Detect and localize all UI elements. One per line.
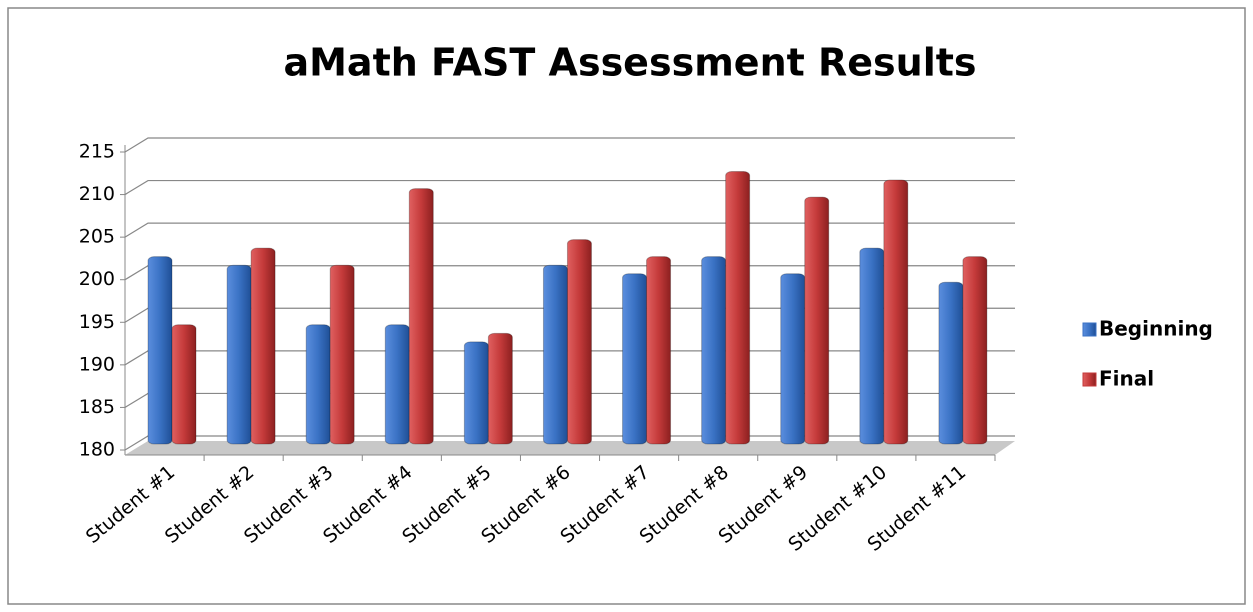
y-tick-label: 215 <box>79 141 115 163</box>
grid-line <box>124 137 1015 153</box>
chart-title: aMath FAST Assessment Results <box>283 41 976 85</box>
bar <box>701 256 727 445</box>
bar <box>329 264 355 445</box>
y-tick-label: 205 <box>79 226 115 248</box>
bar <box>883 179 909 445</box>
bar <box>487 332 513 445</box>
bar <box>463 341 489 445</box>
y-tick-label: 210 <box>79 183 115 205</box>
y-tick-label: 185 <box>79 396 115 418</box>
y-tick-label: 180 <box>79 439 115 461</box>
bar <box>725 171 751 445</box>
bar <box>859 247 885 445</box>
bar <box>250 247 276 445</box>
bar <box>780 273 806 445</box>
bar <box>646 256 672 445</box>
bar <box>147 256 173 445</box>
floor <box>125 441 1015 455</box>
bar <box>171 324 197 445</box>
bar <box>566 239 592 445</box>
y-tick-label: 195 <box>79 311 115 333</box>
legend-swatch <box>1082 372 1097 387</box>
legend-label: Final <box>1099 367 1154 391</box>
bar <box>408 188 434 445</box>
bar <box>305 324 331 445</box>
legend-label: Beginning <box>1099 317 1213 341</box>
y-tick-label: 200 <box>79 268 115 290</box>
legend-swatch <box>1082 322 1097 337</box>
bar <box>226 264 252 445</box>
bar <box>542 264 568 445</box>
bar <box>962 256 988 445</box>
y-tick-label: 190 <box>79 353 115 375</box>
bar <box>938 281 964 445</box>
bar <box>804 196 830 445</box>
bar <box>384 324 410 445</box>
bar <box>622 273 648 445</box>
